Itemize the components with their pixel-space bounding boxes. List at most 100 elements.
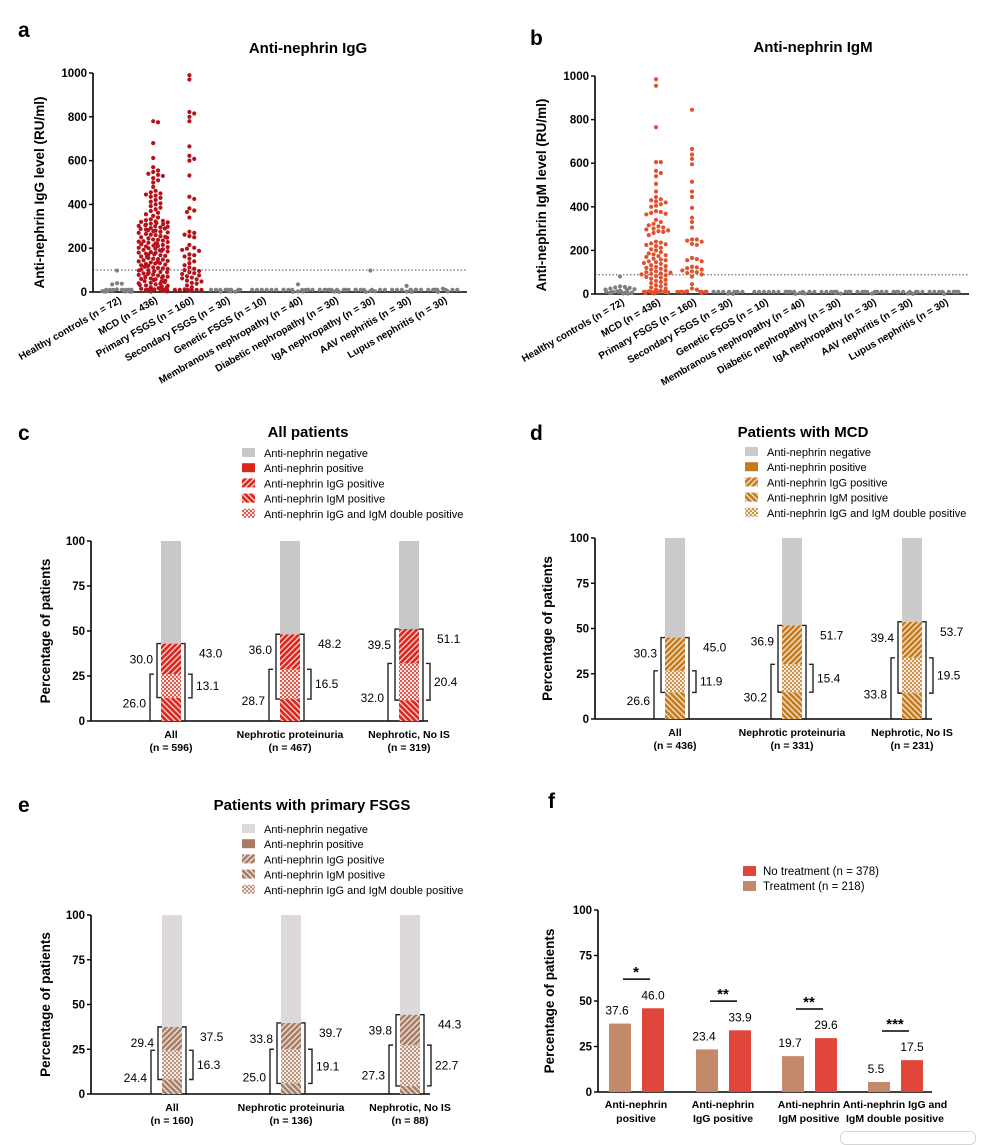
data-point — [651, 252, 655, 256]
significance-marker: *** — [886, 1016, 904, 1033]
data-point — [147, 246, 151, 250]
x-tick-label: Anti-nephrin IgG and — [843, 1099, 947, 1111]
data-point — [649, 211, 653, 215]
data-point — [604, 290, 608, 294]
data-point — [158, 261, 162, 265]
data-point — [145, 288, 149, 292]
data-point — [690, 220, 694, 224]
data-point — [187, 265, 191, 269]
data-point — [647, 259, 651, 263]
data-point — [139, 287, 143, 291]
data-point — [115, 268, 119, 272]
data-point — [149, 233, 153, 237]
data-point — [137, 250, 141, 254]
data-point — [695, 237, 699, 241]
y-axis-label: Anti-nephrin IgM level (RU/ml) — [534, 99, 549, 292]
data-point — [192, 267, 196, 271]
bracket-igg — [395, 629, 399, 700]
data-point — [296, 289, 300, 293]
bracket-double — [929, 658, 933, 693]
data-point — [296, 282, 300, 286]
data-point — [618, 284, 622, 288]
bar — [868, 1082, 890, 1092]
y-axis-label: Percentage of patients — [540, 556, 555, 701]
data-point — [265, 288, 269, 292]
chart-panel-c: All patientsAnti-nephrin negativeAnti-ne… — [38, 424, 463, 754]
data-point — [151, 214, 155, 218]
data-point — [161, 257, 165, 261]
data-point — [144, 218, 148, 222]
data-point — [659, 280, 663, 284]
data-point — [932, 290, 936, 294]
data-point — [839, 291, 843, 295]
data-point — [151, 257, 155, 261]
data-point — [146, 236, 150, 240]
data-point — [151, 156, 155, 160]
data-point — [353, 288, 357, 292]
data-point — [390, 288, 394, 292]
y-tick-label: 25 — [72, 1044, 85, 1056]
bracket-positive — [301, 1023, 305, 1094]
data-point — [659, 160, 663, 164]
data-point — [772, 290, 776, 294]
data-point — [679, 290, 683, 294]
y-tick-label: 400 — [570, 202, 589, 214]
bar-segment-negative — [281, 915, 301, 1023]
data-point — [855, 290, 859, 294]
data-point — [654, 265, 658, 269]
value-label-positive: 53.7 — [940, 625, 964, 639]
data-point — [408, 288, 412, 292]
data-point — [192, 231, 196, 235]
data-point — [156, 178, 160, 182]
legend-swatch-double-positive — [242, 509, 255, 518]
data-point — [654, 274, 658, 278]
data-point — [659, 271, 663, 275]
data-point — [115, 287, 119, 291]
data-point — [108, 288, 112, 292]
panel-label-c: c — [18, 422, 30, 445]
data-point — [700, 272, 704, 276]
data-point — [187, 154, 191, 158]
bar-segment-igm-only — [162, 1080, 182, 1094]
data-point — [137, 231, 141, 235]
bracket-igm — [891, 658, 895, 719]
bracket-igg — [396, 1015, 400, 1086]
bracket-double — [809, 664, 813, 692]
data-point — [144, 232, 148, 236]
data-point — [195, 277, 199, 281]
data-point — [847, 290, 851, 294]
data-point — [659, 267, 663, 271]
data-point — [656, 224, 660, 228]
data-point — [156, 273, 160, 277]
bracket-positive — [420, 1015, 424, 1094]
bar-segment-igm-only — [280, 699, 300, 721]
data-point — [657, 290, 661, 294]
bracket-positive — [922, 622, 926, 719]
data-point — [698, 290, 702, 294]
data-point — [159, 249, 163, 253]
data-point — [153, 224, 157, 228]
data-point — [455, 288, 459, 292]
data-point — [613, 285, 617, 289]
data-point — [137, 246, 141, 250]
value-label-positive: 44.3 — [438, 1018, 462, 1032]
data-point — [161, 222, 165, 226]
data-point — [659, 202, 663, 206]
data-point — [152, 252, 156, 256]
legend-swatch-igg-positive — [242, 854, 255, 863]
data-point — [786, 290, 790, 294]
y-tick-label: 100 — [573, 905, 592, 917]
data-point — [792, 290, 796, 294]
data-point — [151, 185, 155, 189]
data-point — [639, 272, 643, 276]
data-point — [146, 241, 150, 245]
data-point — [654, 269, 658, 273]
bracket-igm — [151, 1050, 155, 1094]
bar-segment-igg-only — [281, 1023, 301, 1049]
data-point — [144, 192, 148, 196]
data-point — [190, 288, 194, 292]
data-point — [190, 281, 194, 285]
x-tick-n: (n = 319) — [388, 742, 431, 754]
data-point — [654, 195, 658, 199]
chart-panel-d: Patients with MCDAnti-nephrin negativeAn… — [540, 424, 966, 752]
